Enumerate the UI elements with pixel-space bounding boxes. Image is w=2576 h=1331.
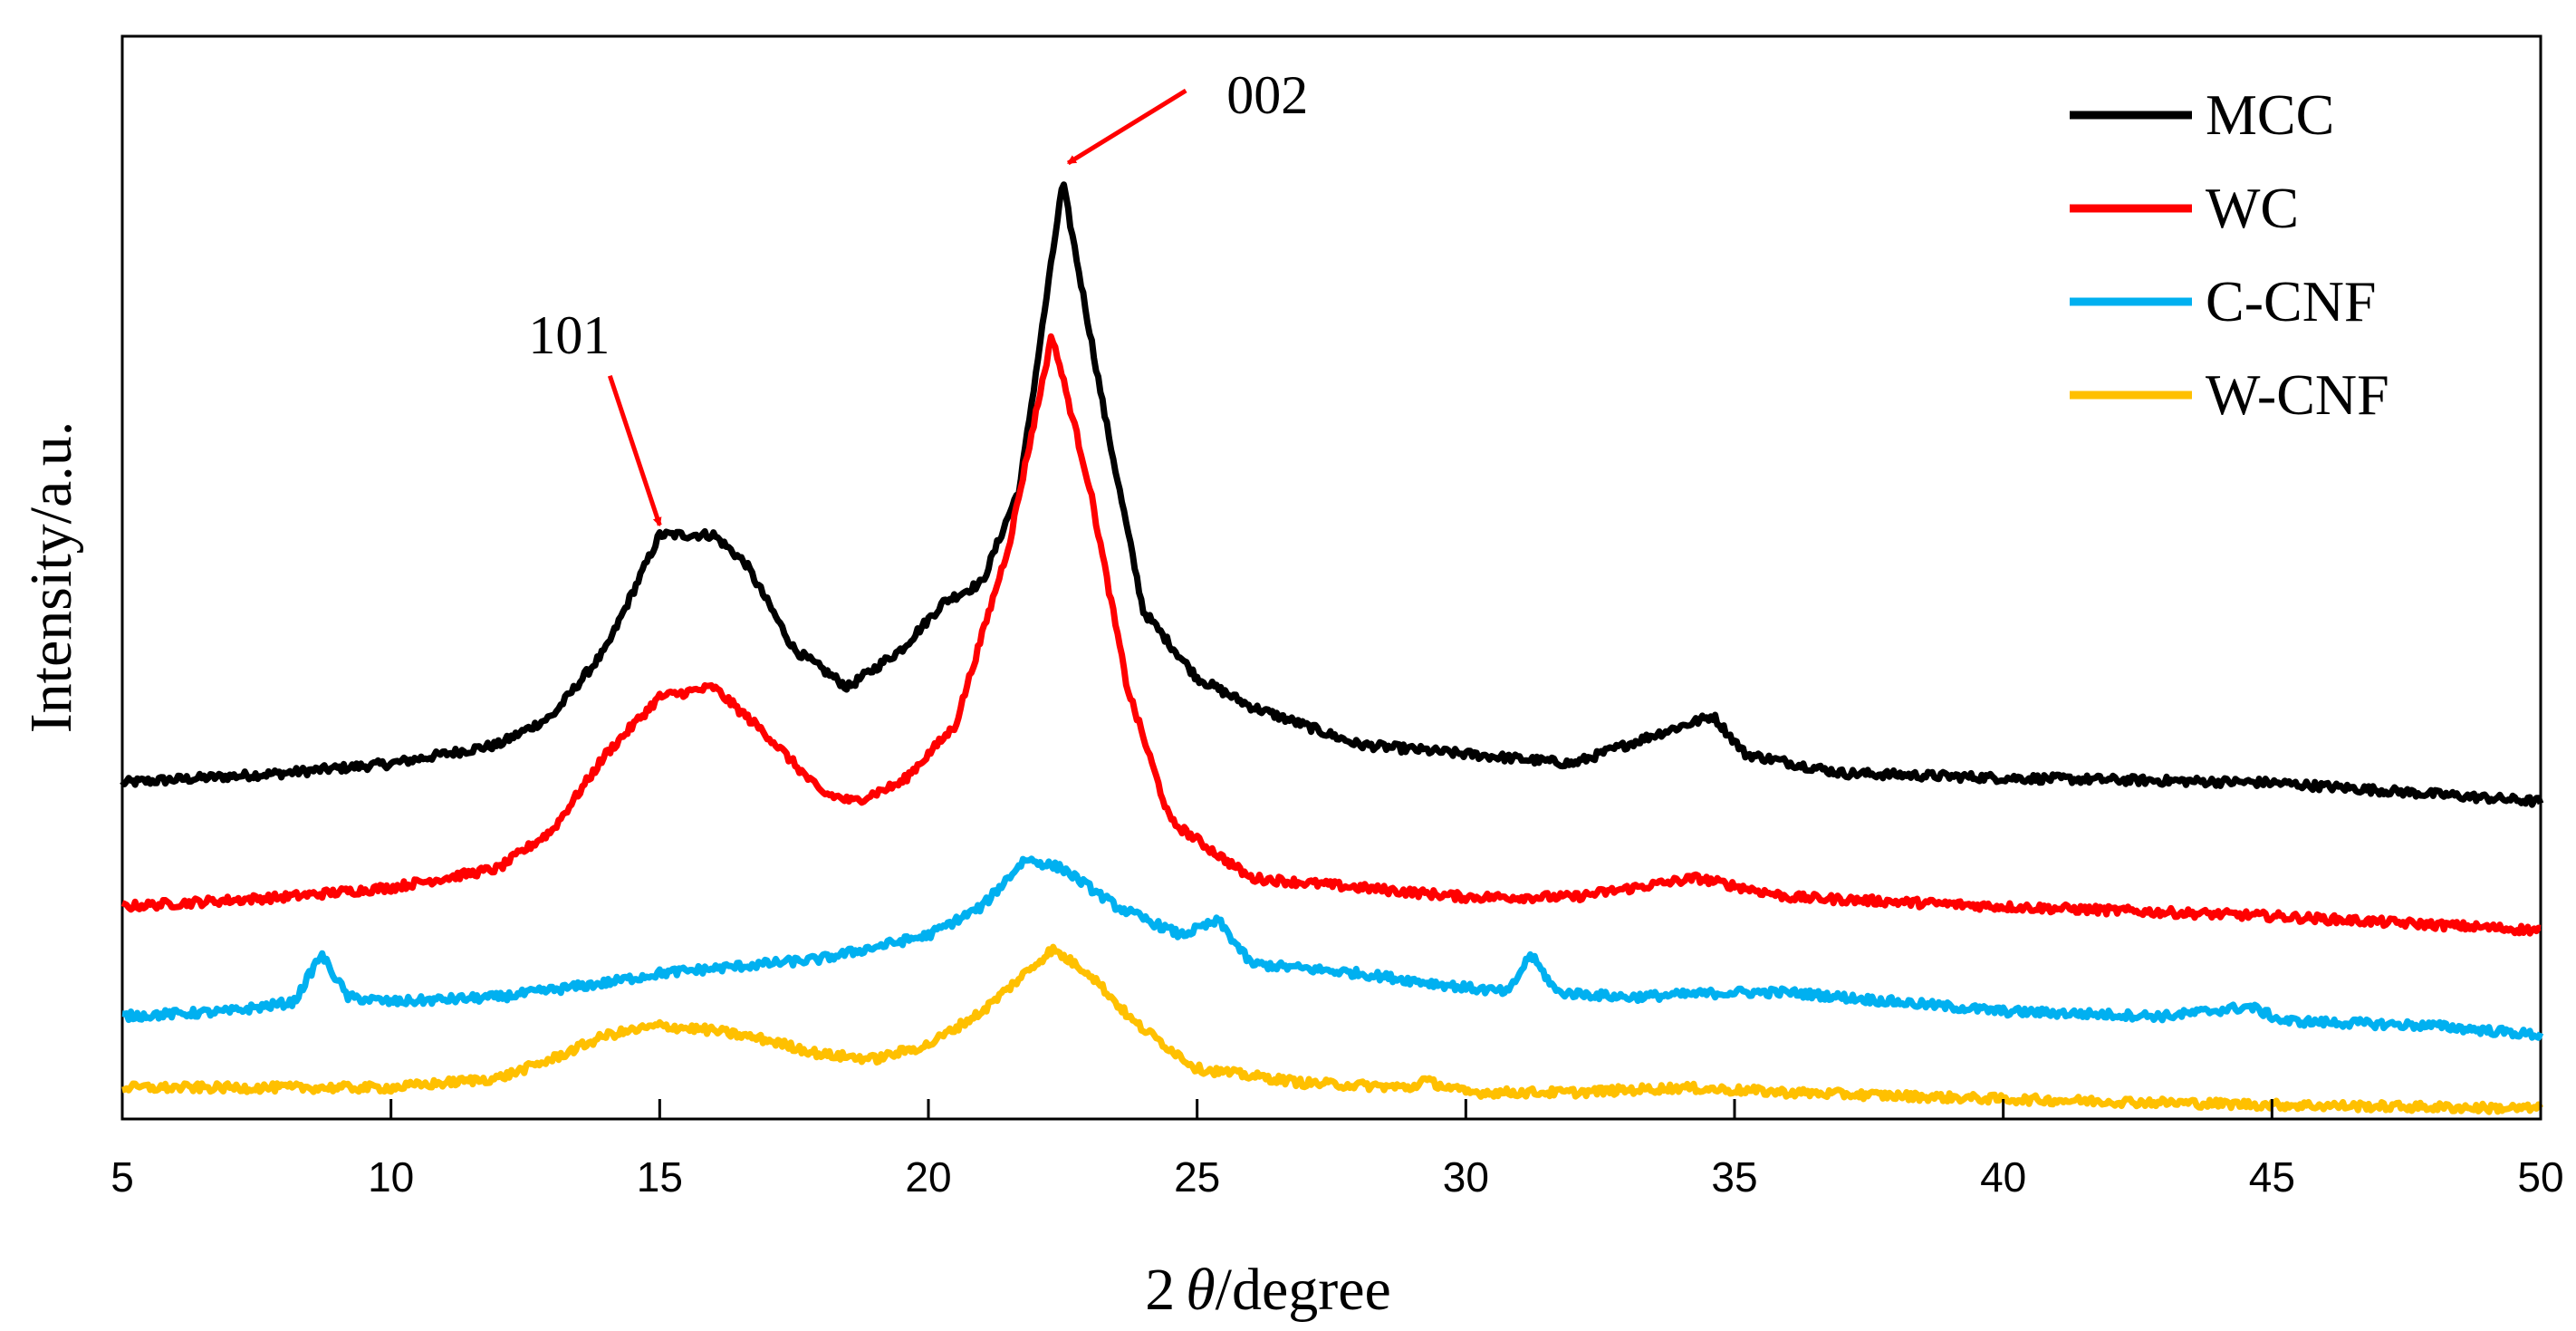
x-tick-label: 50 bbox=[2517, 1153, 2563, 1201]
series-line-c-cnf bbox=[120, 855, 2544, 1041]
x-tick-label: 45 bbox=[2249, 1153, 2295, 1201]
annotation-arrow-101 bbox=[607, 374, 662, 527]
legend-label-w-cnf: W-CNF bbox=[2206, 362, 2389, 427]
x-axis-ticks: 5 10 15 20 25 30 35 40 45 50 bbox=[111, 1099, 2564, 1201]
legend-label-c-cnf: C-CNF bbox=[2206, 269, 2377, 333]
series-line-wc bbox=[120, 333, 2542, 937]
y-axis-title: Intensity/a.u. bbox=[18, 421, 84, 734]
x-tick-label: 30 bbox=[1443, 1153, 1489, 1201]
legend-label-mcc: MCC bbox=[2206, 82, 2334, 147]
x-tick-label: 25 bbox=[1174, 1153, 1220, 1201]
x-tick-label: 15 bbox=[637, 1153, 683, 1201]
x-tick-label: 20 bbox=[905, 1153, 951, 1201]
x-tick-label: 10 bbox=[368, 1153, 414, 1201]
x-axis-title: 2 θ/degree bbox=[1145, 1257, 1391, 1323]
annotation-label-101: 101 bbox=[528, 305, 610, 365]
x-tick-label: 5 bbox=[111, 1153, 134, 1201]
annotation-label-002: 002 bbox=[1226, 65, 1308, 125]
series-line-mcc bbox=[120, 181, 2544, 808]
legend-label-wc: WC bbox=[2206, 176, 2299, 240]
annotation-arrow-002 bbox=[1066, 88, 1187, 166]
x-tick-label: 40 bbox=[1980, 1153, 2026, 1201]
series-layer bbox=[120, 181, 2544, 1115]
x-axis-title-suffix: /degree bbox=[1216, 1257, 1391, 1323]
plot-frame bbox=[120, 34, 2542, 1121]
annotations: 101 002 bbox=[528, 65, 1308, 527]
x-tick-label: 35 bbox=[1711, 1153, 1757, 1201]
legend: MCC WC C-CNF W-CNF bbox=[2070, 82, 2389, 427]
x-axis-title-symbol: θ bbox=[1186, 1257, 1215, 1323]
x-axis-title-prefix: 2 bbox=[1145, 1257, 1175, 1323]
series-line-w-cnf bbox=[120, 943, 2543, 1115]
